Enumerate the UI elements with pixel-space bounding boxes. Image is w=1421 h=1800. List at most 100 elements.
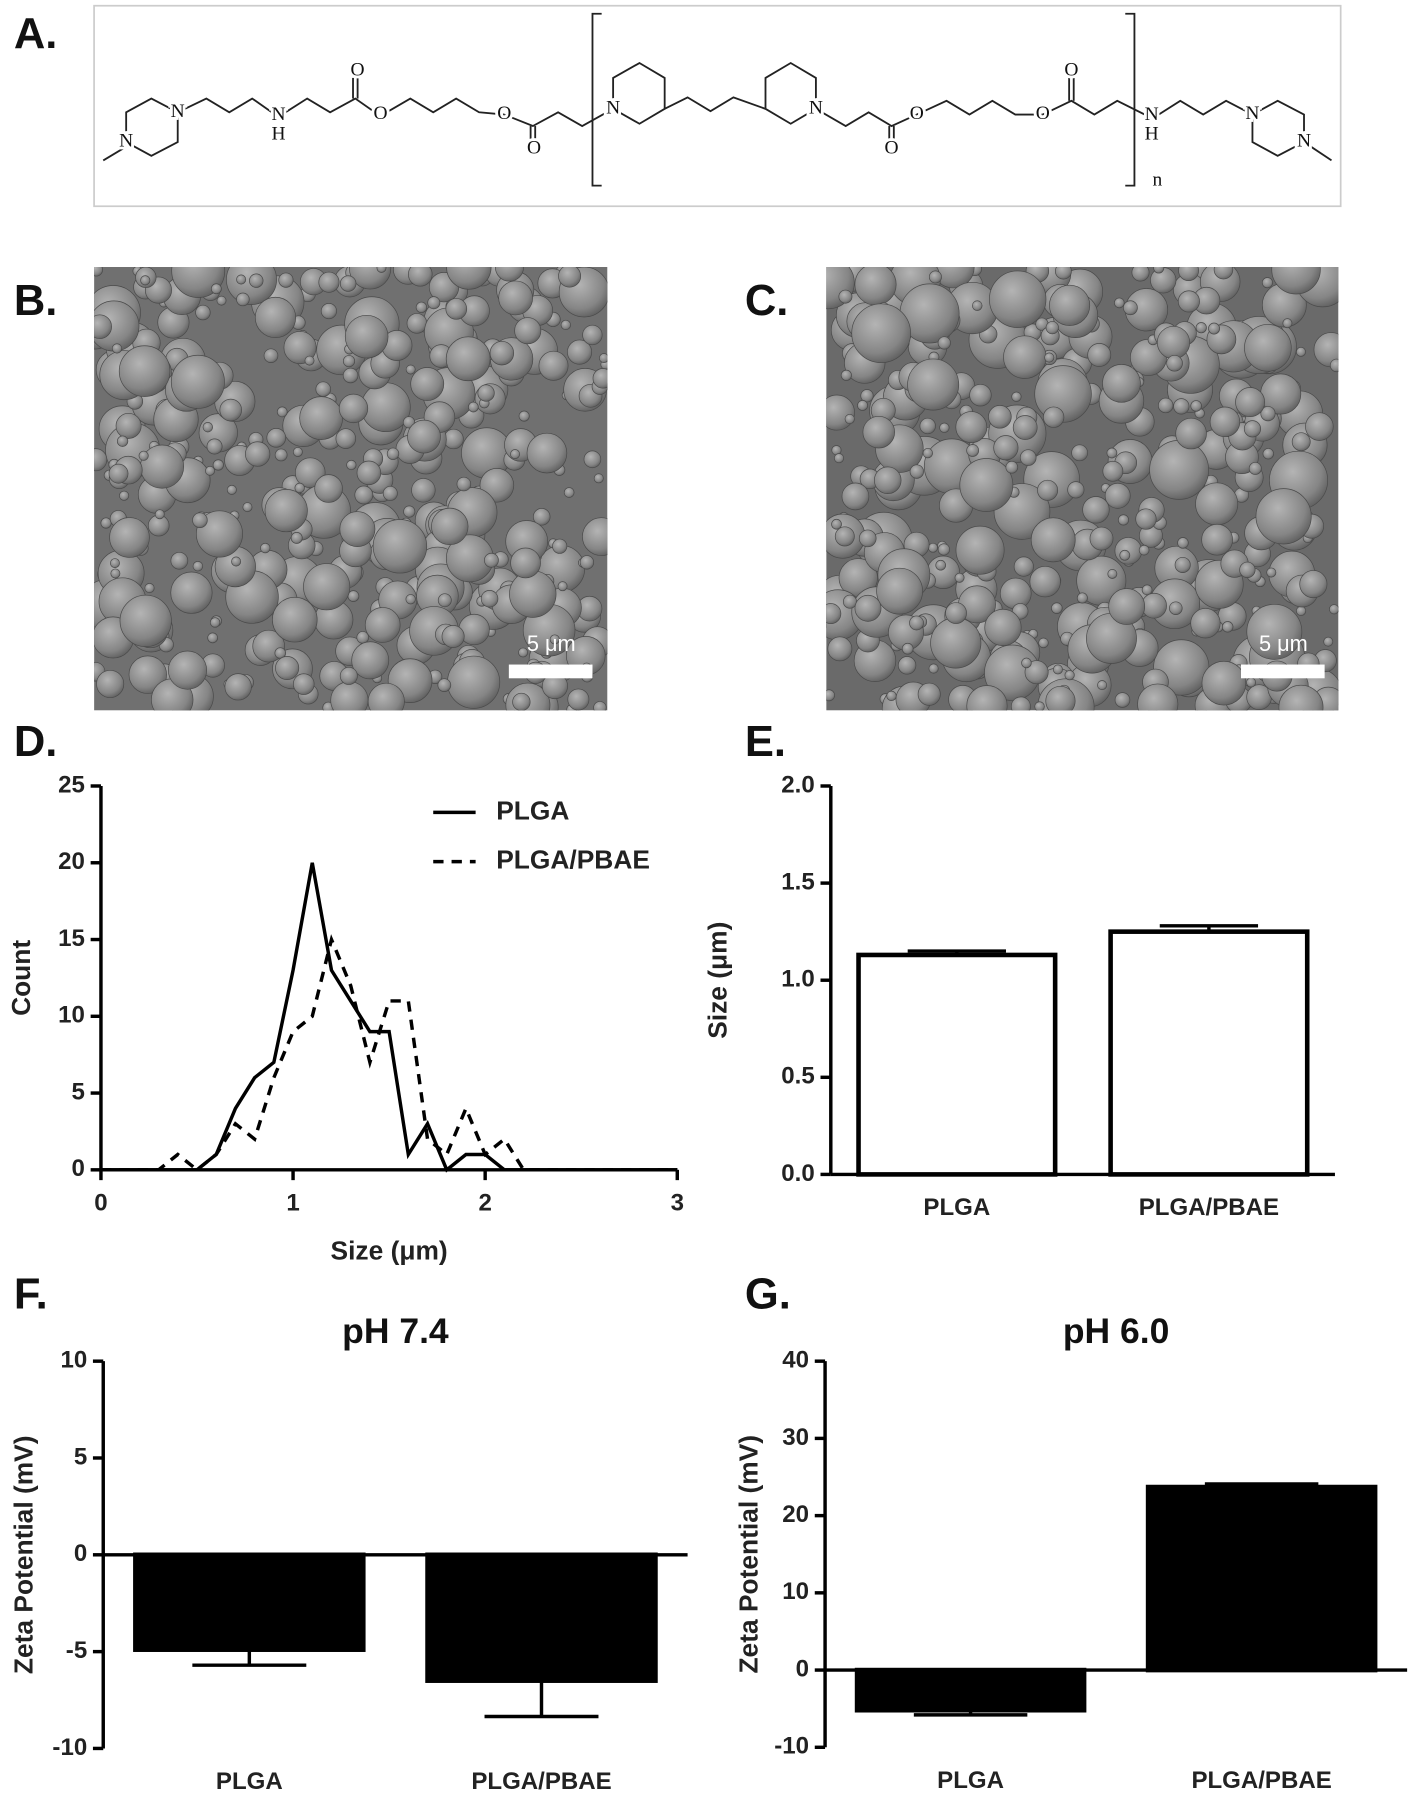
- atom-label: O: [1064, 60, 1078, 81]
- particle: [339, 511, 376, 548]
- particle: [431, 507, 469, 546]
- particle: [1190, 608, 1221, 639]
- particle: [405, 594, 416, 605]
- particle: [841, 482, 870, 511]
- particle: [834, 453, 844, 464]
- atom-label: N: [1145, 104, 1159, 125]
- atom-label: H: [272, 124, 286, 145]
- y-axis-title: Zeta Potential (mV): [734, 1435, 764, 1674]
- particle: [1291, 432, 1311, 452]
- particle: [1045, 685, 1076, 711]
- particle: [989, 270, 1047, 328]
- particle: [170, 571, 213, 614]
- particle: [593, 473, 604, 484]
- particle: [119, 594, 172, 647]
- particle: [219, 398, 243, 422]
- particle: [1108, 588, 1146, 625]
- particle: [315, 381, 331, 397]
- atom-label: N: [809, 97, 823, 118]
- particle: [1138, 544, 1150, 556]
- particle: [128, 655, 167, 694]
- particle: [954, 572, 965, 583]
- particle: [111, 343, 123, 354]
- particle: [1141, 584, 1153, 596]
- x-tick-label: PLGA: [937, 1767, 1004, 1794]
- particle: [928, 663, 939, 674]
- panel-label: A.: [14, 10, 58, 58]
- particle: [344, 314, 389, 359]
- particle: [403, 505, 416, 518]
- particle: [347, 590, 360, 602]
- particle: [945, 602, 967, 624]
- x-tick-label: PLGA/PBAE: [471, 1768, 611, 1795]
- particle: [514, 317, 542, 345]
- bond: [177, 97, 276, 116]
- particle: [1195, 322, 1207, 334]
- particle: [857, 400, 869, 411]
- particle: [364, 607, 401, 643]
- particle: [226, 484, 237, 495]
- particle: [1030, 517, 1076, 563]
- particle: [376, 266, 387, 273]
- particle: [1117, 514, 1130, 526]
- particle: [236, 274, 247, 285]
- particle: [1282, 318, 1293, 329]
- particle: [283, 331, 317, 365]
- particle: [94, 314, 112, 339]
- particle: [405, 364, 416, 375]
- particle: [567, 688, 590, 711]
- particle: [583, 450, 602, 469]
- y-tick-label: 40: [782, 1347, 809, 1374]
- particle: [1049, 284, 1091, 326]
- particle: [1235, 387, 1265, 418]
- particle: [510, 547, 541, 579]
- y-tick-label: 0.5: [781, 1063, 814, 1090]
- particle: [489, 340, 515, 366]
- particle: [518, 410, 530, 422]
- atom-label: N: [272, 104, 286, 125]
- particle: [510, 449, 521, 460]
- atom-label: N: [606, 97, 620, 118]
- particle: [886, 690, 897, 702]
- particle: [367, 682, 405, 711]
- y-tick-label: 5: [74, 1443, 87, 1470]
- particle: [100, 517, 112, 529]
- particle: [231, 556, 242, 567]
- bar: [425, 1552, 658, 1683]
- y-tick-label: 10: [782, 1578, 809, 1605]
- particle: [1177, 537, 1189, 549]
- particle: [293, 673, 315, 695]
- particle: [1024, 660, 1049, 685]
- particle: [408, 266, 433, 287]
- particle: [415, 301, 428, 314]
- particle: [901, 642, 914, 655]
- particle: [110, 558, 120, 569]
- bond: [281, 97, 379, 116]
- data-line: [100, 934, 678, 1173]
- particle: [937, 336, 951, 350]
- particle: [1296, 605, 1307, 616]
- particle: [922, 447, 933, 459]
- particle: [826, 603, 842, 625]
- particle: [354, 485, 374, 505]
- panel-label: F.: [14, 1271, 48, 1319]
- particle: [1104, 482, 1131, 509]
- particle: [446, 266, 492, 290]
- particle: [206, 438, 223, 455]
- particle: [119, 490, 130, 501]
- particle: [443, 428, 464, 450]
- scale-bar: [508, 664, 593, 679]
- bond: [664, 96, 766, 113]
- particle: [294, 482, 305, 494]
- particle: [1005, 460, 1019, 474]
- panel-label: G.: [745, 1271, 791, 1319]
- particle: [110, 568, 121, 579]
- particle: [1271, 266, 1321, 295]
- bond: [1303, 141, 1333, 162]
- particle: [1244, 324, 1292, 372]
- particle: [115, 412, 142, 439]
- particle: [212, 459, 224, 471]
- particle: [1137, 683, 1179, 711]
- particle: [1296, 346, 1306, 357]
